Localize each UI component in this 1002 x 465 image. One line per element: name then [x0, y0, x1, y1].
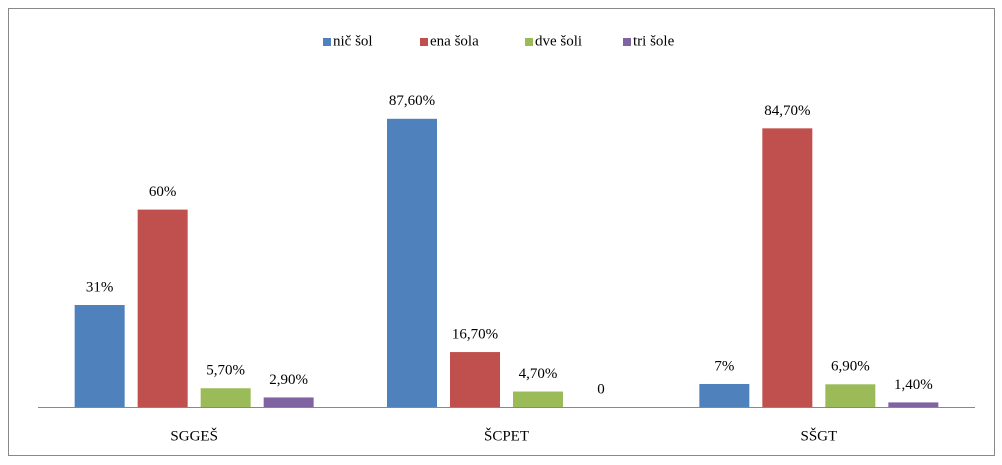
bar [699, 383, 750, 407]
legend-swatch [623, 38, 631, 46]
data-label: 60% [149, 184, 177, 200]
bar [513, 391, 563, 407]
data-label: 5,70% [206, 363, 245, 379]
data-label: 2,90% [269, 372, 308, 388]
legend-label: ena šola [430, 33, 479, 49]
data-label: 31% [86, 279, 114, 295]
bar [762, 128, 813, 407]
bar [825, 384, 876, 407]
bar [888, 402, 939, 407]
legend-swatch [323, 38, 331, 46]
legend-label: tri šole [633, 33, 675, 49]
bar [200, 388, 251, 407]
bar [137, 209, 188, 407]
legend-label: dve šoli [535, 33, 582, 49]
legend-label: nič šol [333, 33, 373, 49]
x-tick-label: ŠCPET [484, 427, 529, 444]
data-label: 1,40% [894, 377, 933, 393]
data-label: 16,70% [452, 326, 498, 342]
x-tick-label: SŠGT [800, 427, 837, 444]
bar [74, 305, 125, 407]
bar [387, 118, 437, 408]
data-label: 6,90% [831, 359, 870, 375]
legend-swatch [420, 38, 428, 46]
bar [263, 397, 314, 407]
data-label: 87,60% [389, 93, 435, 109]
data-label: 0 [597, 381, 605, 397]
data-label: 4,70% [519, 366, 558, 382]
data-label: 7% [714, 358, 734, 374]
legend-swatch [525, 38, 533, 46]
data-label: 84,70% [764, 103, 810, 119]
bar [450, 352, 500, 407]
x-tick-label: SGGEŠ [170, 427, 218, 444]
